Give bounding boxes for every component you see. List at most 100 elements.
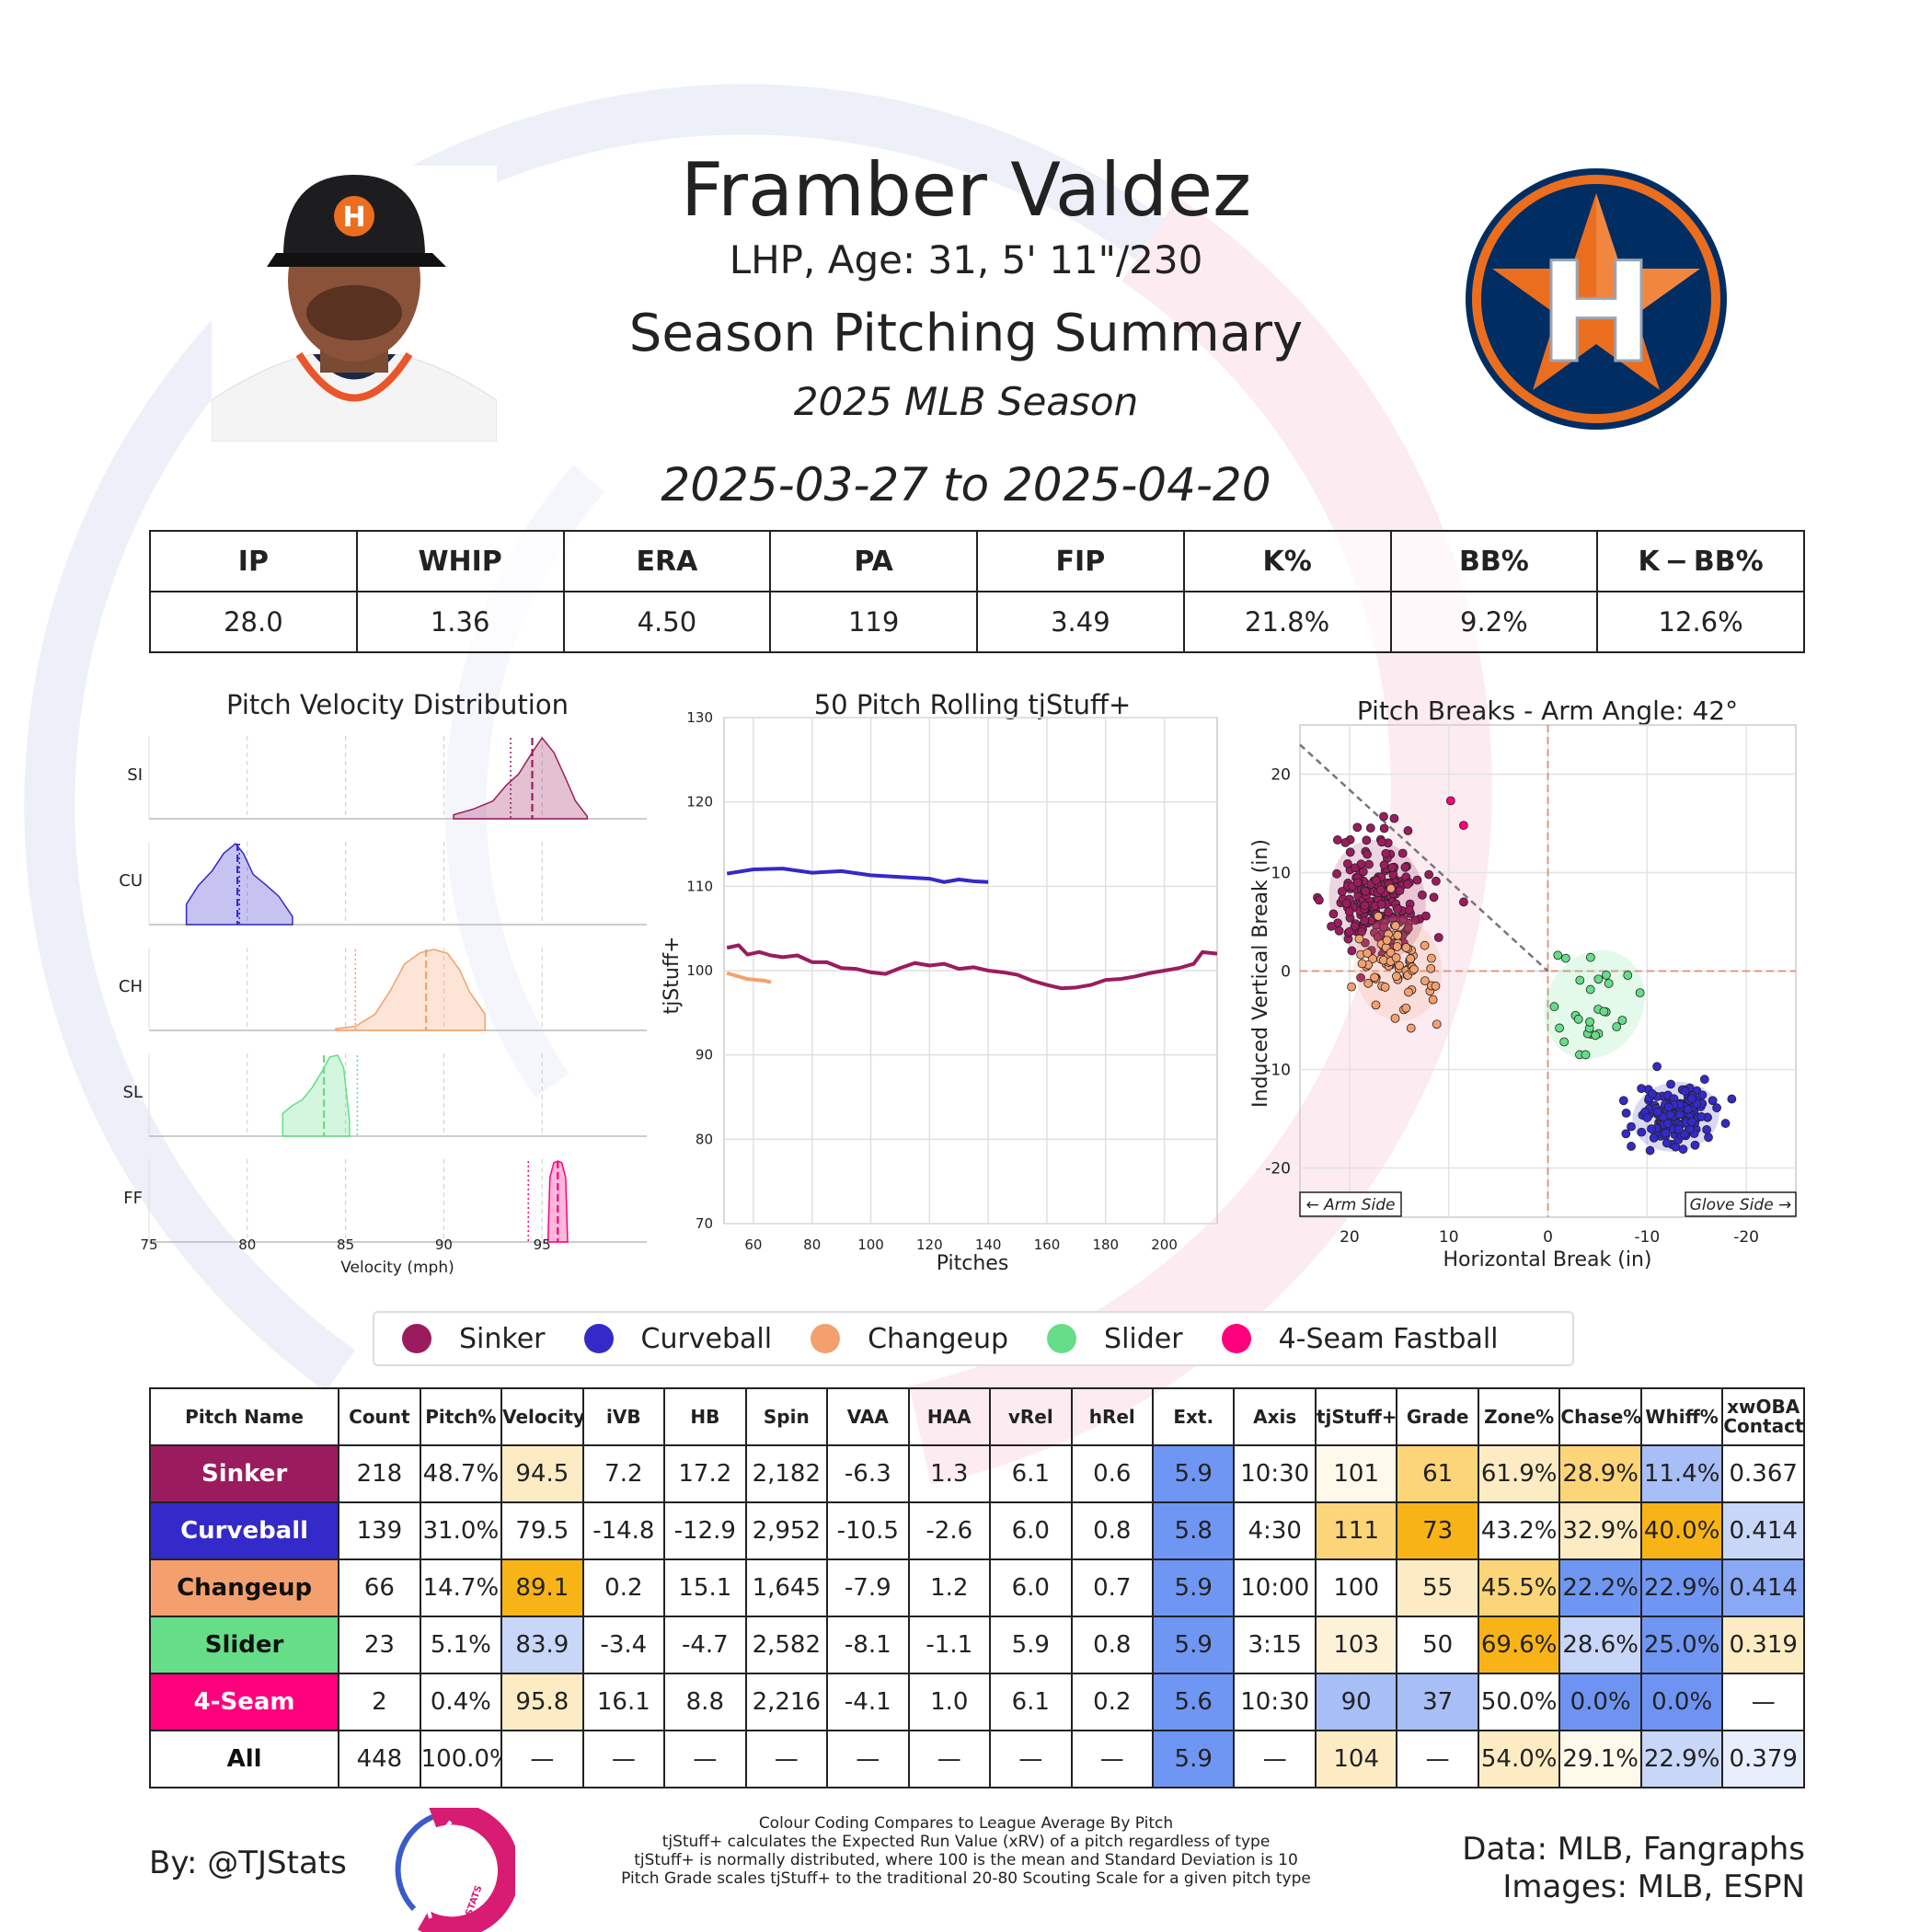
velocity-row-label-cu: CU: [119, 871, 143, 891]
break-point: [1652, 1107, 1662, 1117]
pitch-table-cell-tjstuff: 111: [1314, 1501, 1398, 1560]
pitch-table-row-slider: Slider 23 5.1% 83.9 -3.4 -4.7 2,582 -8.1 -1.1 5.9…: [148, 1616, 1805, 1674]
pitch-table-cell-xwoba-contact: —: [1721, 1673, 1805, 1731]
legend-item-slider: Slider: [1040, 1323, 1183, 1355]
pitch-table-cell-grade: 37: [1396, 1673, 1479, 1731]
break-point: [1617, 1016, 1627, 1025]
break-point: [1555, 1023, 1564, 1033]
rolling-x-axis-label: Pitches: [937, 1252, 1009, 1275]
pitch-table-cell-axis: 4:30: [1233, 1501, 1317, 1560]
pitch-table-cell-haa: 1.3: [907, 1444, 992, 1503]
break-point: [1585, 984, 1595, 995]
pitch-table-cell-velocity: 95.8: [500, 1673, 584, 1731]
velocity-x-axis-label: Velocity (mph): [340, 1259, 454, 1277]
breaks-y-tick: 20: [1271, 766, 1291, 785]
break-point: [1679, 1129, 1689, 1139]
pitch-table-cell-chase: 28.6%: [1558, 1616, 1642, 1674]
rolling-chart-title: 50 Pitch Rolling tjStuff+: [814, 689, 1132, 720]
break-point: [1342, 858, 1352, 868]
pitch-table-cell-hb: 8.8: [663, 1673, 747, 1731]
break-point: [1420, 976, 1430, 986]
season-label: 2025 MLB Season: [793, 379, 1139, 424]
pitch-table-cell-velocity: 89.1: [500, 1558, 584, 1617]
stats-value-k-bb-pct: 12.6%: [1596, 591, 1805, 653]
player-name: Framber Valdez: [680, 147, 1252, 233]
rolling-y-axis-label: tjStuff+: [661, 937, 684, 1015]
break-point: [1593, 974, 1604, 984]
break-point: [1350, 921, 1360, 931]
pitch-table-cell-pitch: 14.7%: [419, 1558, 503, 1617]
break-point: [1382, 936, 1392, 946]
legend-label-changeup: Changeup: [868, 1322, 1009, 1355]
pitch-table-cell-spin: 1,645: [744, 1558, 829, 1617]
break-point: [1386, 883, 1396, 893]
stats-header-bb-pct: BB%: [1389, 530, 1599, 592]
break-point: [1360, 901, 1370, 911]
breaks-series-4-seam-fastball: [1445, 796, 1468, 831]
pitch-table-cell-tjstuff: 101: [1314, 1444, 1398, 1503]
legend-label-curveball: Curveball: [640, 1322, 773, 1355]
pitch-table-cell-tjstuff: 90: [1314, 1673, 1398, 1731]
pitch-table-cell-whiff: 0.0%: [1639, 1673, 1724, 1731]
break-point: [1618, 1096, 1628, 1106]
break-point: [1599, 1006, 1609, 1017]
break-point: [1428, 995, 1438, 1005]
break-point: [1379, 922, 1388, 932]
pitch-name-cell: Changeup: [148, 1558, 340, 1617]
stats-header-whip: WHIP: [355, 530, 565, 592]
break-point: [1397, 848, 1408, 858]
break-point: [1401, 943, 1411, 952]
break-point: [1370, 972, 1379, 983]
pitch-table-header-pitch: Pitch%: [419, 1387, 503, 1446]
breaks-chart-title: Pitch Breaks - Arm Angle: 42°: [1357, 696, 1738, 726]
pitch-table-header-velocity: Velocity: [500, 1387, 584, 1446]
breaks-series-sinker: [1313, 811, 1468, 983]
pitch-table-cell-vrel: 6.0: [989, 1558, 1073, 1617]
stats-value-pa: 119: [769, 591, 978, 653]
pitch-table-cell-vrel: 6.1: [989, 1673, 1073, 1731]
pitch-table-header-zone: Zone%: [1477, 1387, 1561, 1446]
break-point: [1363, 849, 1372, 859]
pitch-table-cell-xwoba-contact: 0.379: [1721, 1730, 1805, 1788]
rolling-y-tick: 70: [696, 1215, 713, 1232]
breaks-y-axis-label: Induced Vertical Break (in): [1249, 839, 1272, 1108]
breaks-x-tick: -10: [1634, 1228, 1660, 1247]
break-point: [1393, 904, 1402, 914]
pitch-table-header-axis: Axis: [1233, 1387, 1317, 1446]
rolling-y-tick: 100: [686, 962, 713, 979]
pitch-table-cell-ext: 5.8: [1151, 1501, 1236, 1560]
velocity-distribution-chart: Pitch Velocity Distribution SI CU CH SL FF 7…: [119, 689, 647, 1277]
pitch-table-cell-grade: 50: [1396, 1616, 1479, 1674]
break-point: [1390, 1013, 1400, 1023]
break-point: [1627, 1121, 1636, 1132]
break-point: [1702, 1125, 1712, 1134]
break-point: [1637, 1127, 1647, 1137]
arm-side-annotation: ← Arm Side: [1299, 1191, 1402, 1217]
break-point: [1352, 878, 1363, 888]
pitch-table-cell-whiff: 22.9%: [1639, 1730, 1724, 1788]
pitch-table-row-all: All448100.0%————————5.9—104—54.0%29.1%22…: [148, 1730, 1805, 1788]
break-point: [1673, 1124, 1684, 1134]
pitch-table-header-grade: Grade: [1396, 1387, 1479, 1446]
breaks-x-tick: 10: [1439, 1228, 1459, 1247]
break-point: [1421, 911, 1431, 921]
break-point: [1354, 934, 1364, 944]
pitch-table-cell-count: 66: [338, 1558, 421, 1617]
break-point: [1621, 1108, 1631, 1118]
rolling-x-tick: 120: [916, 1236, 943, 1253]
velocity-density-cu: [185, 842, 293, 926]
break-point: [1360, 915, 1370, 926]
break-point: [1573, 1014, 1583, 1024]
glove-side-annotation: Glove Side →: [1685, 1191, 1797, 1217]
footnote-2: tjStuff+ calculates the Expected Run Val…: [661, 1833, 1271, 1851]
pitch-table-cell-hrel: —: [1070, 1730, 1154, 1788]
stats-header-pa: PA: [769, 530, 978, 592]
rolling-x-tick: 180: [1092, 1236, 1119, 1253]
footnotes: Colour Coding Compares to League Average…: [598, 1814, 1334, 1888]
break-point: [1404, 905, 1414, 915]
rolling-y-tick: 110: [686, 878, 713, 894]
break-point: [1424, 869, 1434, 880]
pitch-name-cell: Slider: [148, 1616, 340, 1674]
break-point: [1720, 1119, 1731, 1128]
break-point: [1602, 971, 1611, 980]
